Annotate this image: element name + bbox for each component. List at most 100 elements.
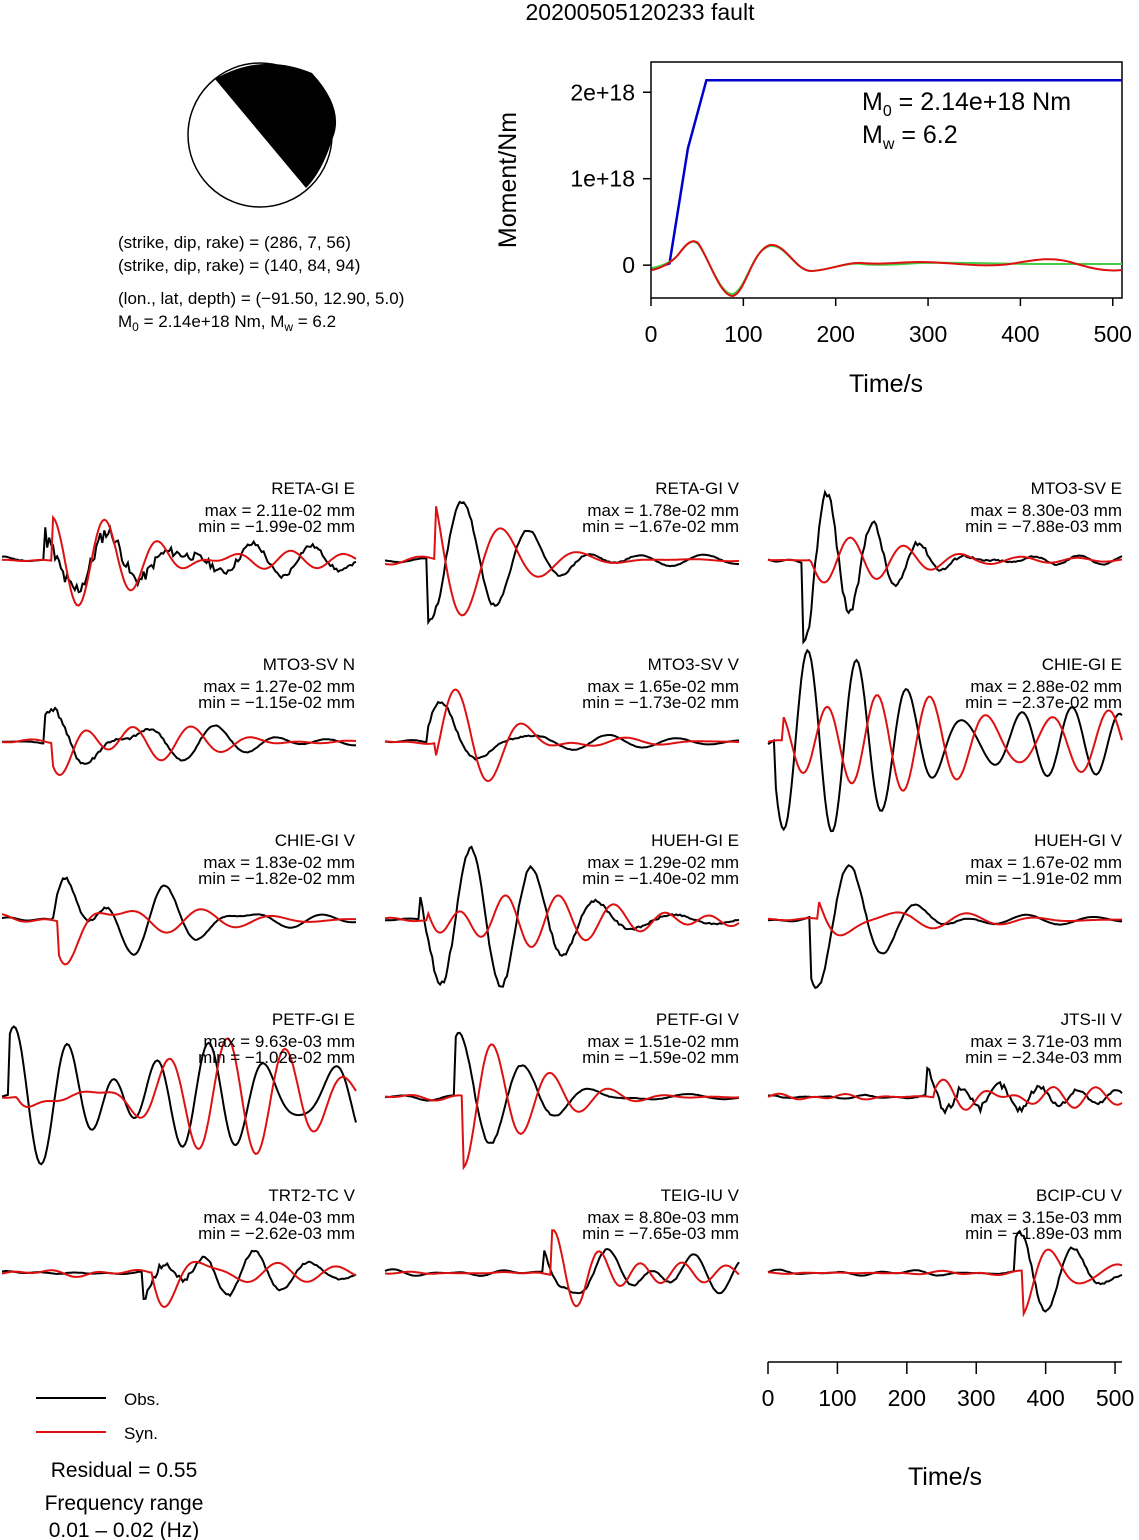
synthetic-waveform	[384, 506, 740, 617]
station-max: max = 3.15e-03 mm	[970, 1208, 1122, 1227]
station-max: max = 9.63e-03 mm	[203, 1032, 355, 1051]
moment-y-label: Moment/Nm	[494, 112, 522, 248]
station-label: RETA-GI V	[655, 479, 739, 498]
moment-rate-syn-line	[651, 240, 1123, 298]
observed-waveform	[2, 706, 357, 765]
station-max: max = 8.30e-03 mm	[970, 501, 1122, 520]
synthetic-waveform	[767, 1078, 1123, 1111]
waveform-x-label: Time/s	[908, 1463, 982, 1491]
frequency-range-label: Frequency range	[45, 1492, 204, 1515]
station-min: min = −1.99e-02 mm	[198, 517, 355, 536]
observed-waveform	[384, 1031, 740, 1144]
station-max: max = 4.04e-03 mm	[203, 1208, 355, 1227]
observed-waveform	[767, 489, 1123, 645]
residual-label: Residual = 0.55	[51, 1459, 198, 1482]
station-label: JTS-II V	[1061, 1010, 1123, 1029]
station-min: min = −7.65e-03 mm	[582, 1224, 739, 1243]
observed-waveform	[385, 845, 740, 988]
waveform-x-tick-label: 0	[762, 1385, 775, 1411]
observed-waveform	[1, 1025, 357, 1166]
observed-waveform	[1, 876, 357, 957]
moment-x-tick-label: 300	[909, 321, 947, 347]
station-max: max = 1.83e-02 mm	[203, 853, 355, 872]
synthetic-waveform	[768, 536, 1123, 584]
station-label: CHIE-GI V	[275, 831, 356, 850]
synthetic-waveform	[767, 694, 1123, 792]
station-min: min = −1.91e-02 mm	[965, 869, 1122, 888]
moment-x-tick-label: 200	[817, 321, 855, 347]
station-label: MTO3-SV N	[263, 655, 355, 674]
station-max: max = 2.11e-02 mm	[205, 501, 355, 520]
moment-y-tick-label: 0	[622, 252, 635, 278]
station-min: min = −7.88e-03 mm	[965, 517, 1122, 536]
station-min: min = −1.59e-02 mm	[582, 1048, 739, 1067]
moment-annotation-mw: Mw = 6.2	[862, 121, 958, 153]
station-max: max = 1.78e-02 mm	[587, 501, 739, 520]
station-min: min = −1.40e-02 mm	[582, 869, 739, 888]
waveform-x-tick-label: 400	[1026, 1385, 1064, 1411]
moment-x-label: Time/s	[849, 370, 923, 398]
observed-waveform	[384, 500, 740, 626]
observed-waveform	[1, 1249, 357, 1301]
station-min: min = −2.62e-03 mm	[198, 1224, 355, 1243]
station-max: max = 1.67e-02 mm	[970, 853, 1122, 872]
synthetic-waveform	[767, 1248, 1123, 1318]
observed-waveform	[1, 524, 357, 594]
waveform-x-tick-label: 500	[1096, 1385, 1134, 1411]
legend-obs-label: Obs.	[124, 1390, 160, 1409]
moment-plot: 0 100 200 300 400 500 0 1e+18 2e+18 M0 = 2.14e+…	[494, 61, 1132, 398]
synthetic-waveform	[384, 688, 740, 783]
synthetic-waveform	[384, 1229, 740, 1308]
observed-waveform	[768, 1066, 1123, 1115]
synthetic-waveform	[1, 908, 356, 966]
moment-y-tick-label: 1e+18	[570, 166, 635, 192]
synthetic-waveform	[768, 901, 1122, 937]
station-max: max = 1.27e-02 mm	[203, 677, 355, 696]
frequency-range-value: 0.01 – 0.02 (Hz)	[49, 1519, 200, 1540]
moment-x-tick-label: 0	[645, 321, 658, 347]
moment-x-tick-label: 500	[1094, 321, 1132, 347]
waveform-x-tick-label: 100	[818, 1385, 856, 1411]
station-max: max = 1.51e-02 mm	[587, 1032, 739, 1051]
mechanism-line-2: (strike, dip, rake) = (140, 84, 94)	[118, 256, 360, 275]
station-min: min = −1.67e-02 mm	[582, 517, 739, 536]
station-min: min = −1.02e-02 mm	[198, 1048, 355, 1067]
synthetic-waveform	[1, 1260, 357, 1308]
station-max: max = 1.65e-02 mm	[587, 677, 739, 696]
station-label: PETF-GI E	[272, 1010, 355, 1029]
moment-annotation-m0: M0 = 2.14e+18 Nm	[862, 88, 1071, 120]
station-max: max = 2.88e-02 mm	[970, 677, 1122, 696]
station-label: RETA-GI E	[271, 479, 355, 498]
station-label: PETF-GI V	[656, 1010, 740, 1029]
figure-title: 20200505120233 fault	[526, 0, 756, 25]
moment-plot-frame	[650, 61, 1123, 299]
station-label: TEIG-IU V	[661, 1186, 740, 1205]
station-label: TRT2-TC V	[268, 1186, 355, 1205]
station-label: CHIE-GI E	[1042, 655, 1122, 674]
legend-syn-label: Syn.	[124, 1424, 158, 1443]
observed-waveform	[384, 700, 739, 761]
moment-x-tick-label: 400	[1001, 321, 1039, 347]
mechanism-line-3: (lon., lat, depth) = (−91.50, 12.90, 5.0…	[118, 289, 404, 308]
station-label: HUEH-GI V	[1034, 831, 1123, 850]
waveform-x-tick-label: 300	[957, 1385, 995, 1411]
station-max: max = 3.71e-03 mm	[970, 1032, 1122, 1051]
beachball-icon	[187, 62, 337, 208]
station-label: BCIP-CU V	[1036, 1186, 1123, 1205]
station-min: min = −2.37e-02 mm	[965, 693, 1122, 712]
moment-y-tick-label: 2e+18	[570, 79, 635, 105]
